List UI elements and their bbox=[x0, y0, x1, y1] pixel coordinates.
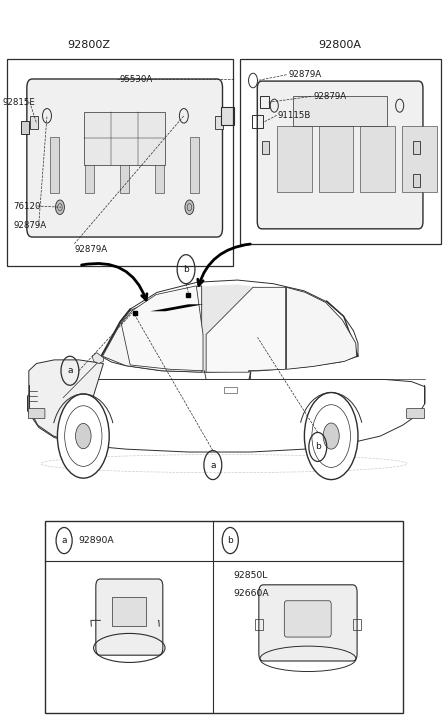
Bar bbox=[260, 97, 269, 108]
Circle shape bbox=[185, 200, 194, 214]
Text: 95530A: 95530A bbox=[119, 75, 152, 84]
Text: 92890A: 92890A bbox=[79, 536, 115, 545]
Text: b: b bbox=[183, 265, 189, 273]
Circle shape bbox=[57, 394, 109, 478]
Polygon shape bbox=[151, 305, 203, 311]
Bar bbox=[84, 112, 165, 165]
Bar bbox=[361, 126, 395, 192]
FancyBboxPatch shape bbox=[96, 579, 163, 655]
Bar bbox=[224, 387, 237, 393]
Bar bbox=[8, 59, 233, 265]
Text: 92879A: 92879A bbox=[13, 221, 46, 230]
Text: 92800A: 92800A bbox=[319, 40, 362, 50]
Bar bbox=[293, 97, 387, 126]
Bar bbox=[45, 521, 403, 713]
Circle shape bbox=[56, 200, 65, 214]
FancyBboxPatch shape bbox=[28, 409, 45, 419]
Bar bbox=[240, 59, 440, 244]
Text: 92815E: 92815E bbox=[2, 97, 35, 107]
Text: 92800Z: 92800Z bbox=[67, 40, 110, 50]
Text: 91115B: 91115B bbox=[278, 111, 311, 120]
FancyBboxPatch shape bbox=[259, 585, 357, 661]
Text: a: a bbox=[67, 366, 73, 375]
Text: b: b bbox=[315, 443, 321, 451]
Bar bbox=[413, 141, 420, 154]
Bar bbox=[30, 116, 38, 129]
Polygon shape bbox=[287, 287, 357, 369]
FancyArrowPatch shape bbox=[82, 263, 147, 300]
FancyArrowPatch shape bbox=[198, 244, 250, 285]
Polygon shape bbox=[92, 353, 103, 364]
Bar bbox=[319, 126, 353, 192]
Bar bbox=[190, 137, 199, 193]
Text: 92879A: 92879A bbox=[289, 71, 322, 79]
Circle shape bbox=[76, 423, 91, 449]
Circle shape bbox=[304, 393, 358, 480]
Text: 92879A: 92879A bbox=[74, 245, 108, 254]
Bar bbox=[402, 126, 436, 192]
FancyBboxPatch shape bbox=[257, 81, 423, 229]
FancyBboxPatch shape bbox=[27, 79, 223, 237]
Bar bbox=[262, 141, 269, 154]
Bar bbox=[50, 137, 59, 193]
Bar bbox=[85, 137, 94, 193]
Text: a: a bbox=[210, 461, 215, 470]
Text: 92660A: 92660A bbox=[233, 589, 269, 598]
Polygon shape bbox=[103, 284, 357, 371]
Polygon shape bbox=[29, 360, 103, 443]
Bar bbox=[221, 107, 234, 124]
FancyBboxPatch shape bbox=[284, 601, 331, 637]
Bar bbox=[252, 116, 263, 129]
Bar bbox=[112, 597, 146, 626]
Text: 92879A: 92879A bbox=[313, 92, 346, 101]
Text: 92850L: 92850L bbox=[233, 571, 268, 580]
Polygon shape bbox=[103, 286, 202, 372]
Text: b: b bbox=[228, 536, 233, 545]
Bar bbox=[413, 174, 420, 188]
Bar bbox=[155, 137, 164, 193]
Text: a: a bbox=[61, 536, 67, 545]
Bar bbox=[215, 116, 223, 129]
Text: 76120: 76120 bbox=[13, 201, 41, 211]
Bar bbox=[120, 137, 129, 193]
Bar bbox=[353, 619, 361, 630]
Bar bbox=[21, 121, 29, 134]
FancyBboxPatch shape bbox=[407, 409, 425, 419]
Bar bbox=[255, 619, 263, 630]
Circle shape bbox=[323, 423, 339, 449]
Bar bbox=[277, 126, 312, 192]
Polygon shape bbox=[206, 287, 286, 372]
Polygon shape bbox=[121, 286, 203, 371]
